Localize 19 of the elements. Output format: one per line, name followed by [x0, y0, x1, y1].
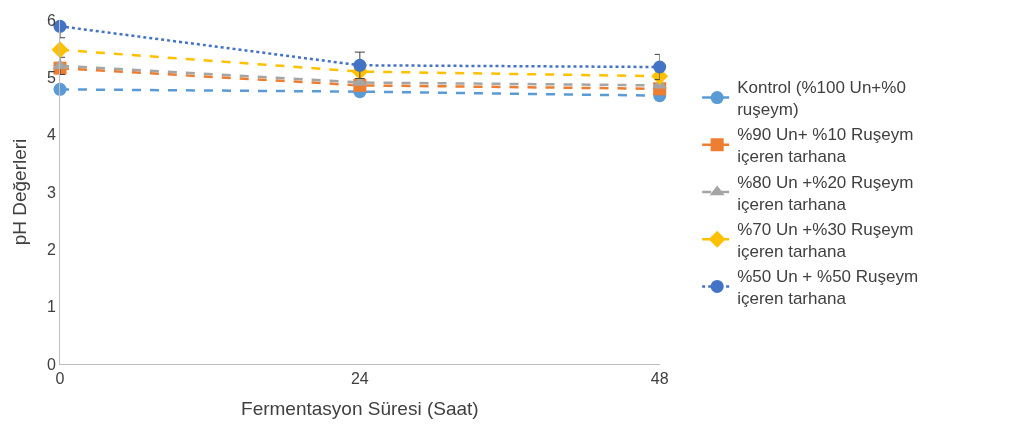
y-tick-label: 6 — [46, 11, 56, 29]
legend-label: %50 Un + %50 Ruşeym içeren tarhana — [737, 266, 919, 309]
point — [353, 58, 367, 72]
legend-label: %70 Un +%30 Ruşeym içeren tarhana — [737, 219, 914, 261]
x-tick-label: 24 — [350, 370, 369, 388]
legend-label: %90 Un+ %10 Ruşeym içeren tarhana — [737, 125, 914, 167]
y-axis-title: pH Değerleri — [8, 138, 30, 246]
y-tick-label: 2 — [46, 240, 56, 258]
point — [653, 60, 667, 74]
x-tick-label: 48 — [650, 370, 669, 388]
y-tick-label: 0 — [46, 355, 56, 373]
point — [51, 41, 69, 59]
y-tick-label: 1 — [46, 298, 56, 316]
legend-label: %80 Un +%20 Ruşeym içeren tarhana — [737, 172, 914, 214]
x-axis-title: Fermentasyon Süresi (Saat) — [241, 398, 479, 419]
y-tick-label: 5 — [46, 68, 56, 86]
y-tick-label: 3 — [46, 183, 56, 201]
legend-label: Kontrol (%100 Un+%0 ruşeym) — [737, 78, 906, 120]
y-tick-label: 4 — [46, 126, 56, 144]
